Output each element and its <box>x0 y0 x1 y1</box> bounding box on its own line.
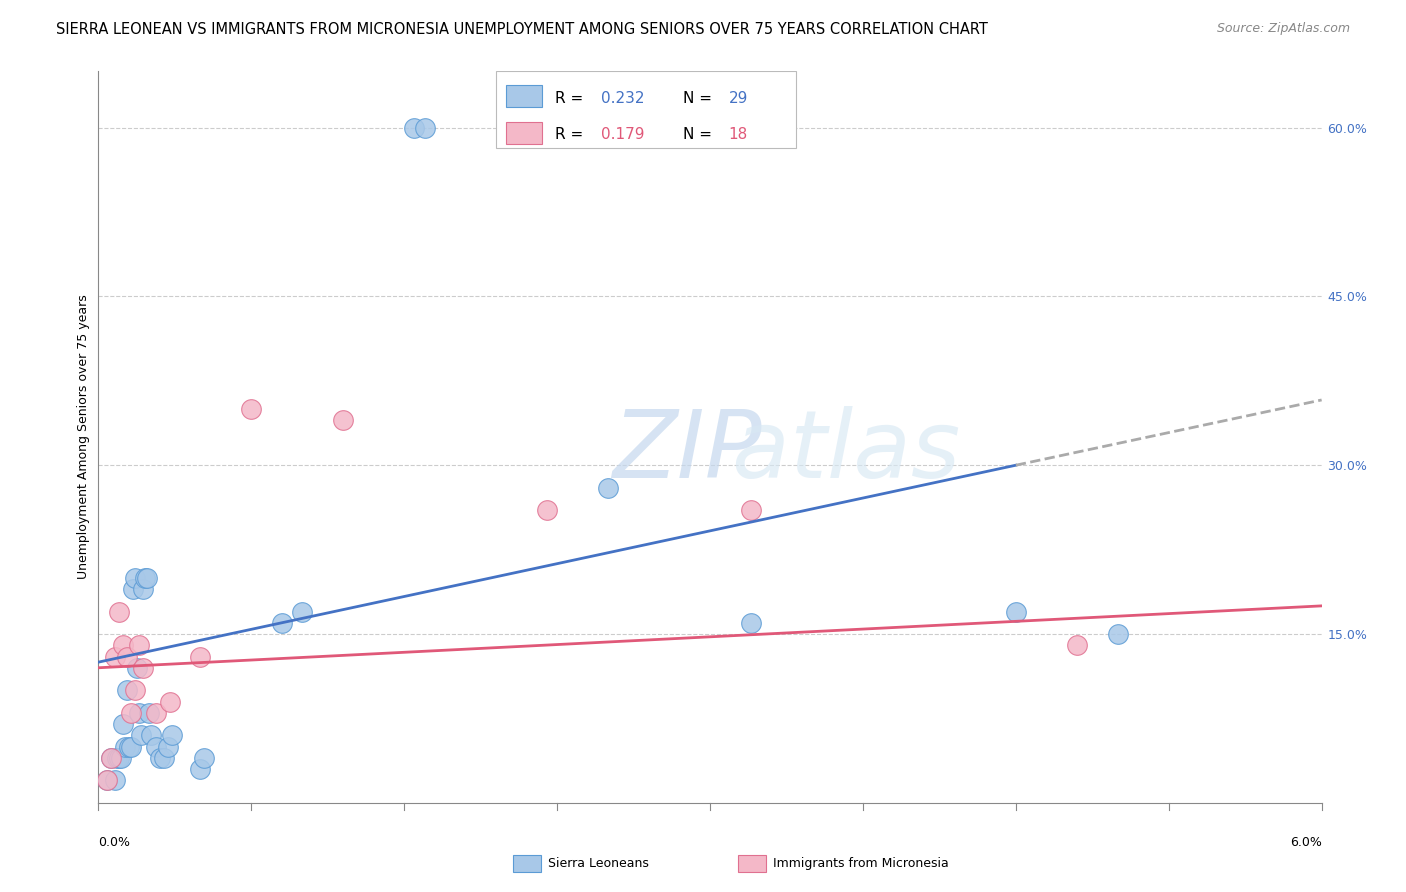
Point <box>160 728 183 742</box>
Point <box>536 503 558 517</box>
FancyBboxPatch shape <box>506 86 543 107</box>
Text: 0.0%: 0.0% <box>98 837 131 849</box>
Point <box>122 582 145 596</box>
Point <box>104 773 127 788</box>
Text: atlas: atlas <box>612 406 960 497</box>
Point <box>96 773 118 788</box>
Text: R =: R = <box>555 128 588 143</box>
Point <box>138 706 160 720</box>
Text: 0.232: 0.232 <box>602 91 645 106</box>
Point <box>115 649 138 664</box>
Point <box>270 615 292 630</box>
Point <box>96 773 118 788</box>
Point <box>111 638 134 652</box>
Point <box>129 728 152 742</box>
Point <box>145 706 167 720</box>
Text: ZIP: ZIP <box>612 406 762 497</box>
Point <box>413 120 436 135</box>
Text: N =: N = <box>683 128 717 143</box>
Point <box>188 762 212 776</box>
Point <box>141 728 163 742</box>
Text: Sierra Leoneans: Sierra Leoneans <box>548 857 650 870</box>
Point <box>1066 638 1088 652</box>
Point <box>136 571 159 585</box>
Point <box>100 751 122 765</box>
Point <box>104 649 127 664</box>
Point <box>596 481 619 495</box>
Point <box>105 751 128 765</box>
Text: N =: N = <box>683 91 717 106</box>
Point <box>193 751 215 765</box>
Point <box>100 751 122 765</box>
Point <box>118 739 141 754</box>
Point <box>132 661 155 675</box>
Text: 18: 18 <box>728 128 748 143</box>
Text: SIERRA LEONEAN VS IMMIGRANTS FROM MICRONESIA UNEMPLOYMENT AMONG SENIORS OVER 75 : SIERRA LEONEAN VS IMMIGRANTS FROM MICRON… <box>56 22 988 37</box>
Point <box>115 683 138 698</box>
Text: 6.0%: 6.0% <box>1289 837 1322 849</box>
Point <box>134 571 156 585</box>
Text: Immigrants from Micronesia: Immigrants from Micronesia <box>773 857 949 870</box>
FancyBboxPatch shape <box>496 71 796 148</box>
Point <box>120 706 142 720</box>
Point <box>740 503 762 517</box>
Text: R =: R = <box>555 91 588 106</box>
Point <box>108 751 131 765</box>
Point <box>332 413 354 427</box>
Point <box>404 120 426 135</box>
Point <box>124 683 146 698</box>
Point <box>128 638 150 652</box>
FancyBboxPatch shape <box>506 122 543 144</box>
Point <box>128 706 150 720</box>
Point <box>159 694 181 708</box>
Text: 29: 29 <box>728 91 748 106</box>
Point <box>1004 605 1026 619</box>
Y-axis label: Unemployment Among Seniors over 75 years: Unemployment Among Seniors over 75 years <box>77 294 90 580</box>
Point <box>188 649 212 664</box>
Point <box>1107 627 1129 641</box>
Point <box>111 717 134 731</box>
Point <box>110 751 132 765</box>
Point <box>127 661 149 675</box>
Point <box>120 739 142 754</box>
Point <box>124 571 146 585</box>
Point <box>156 739 179 754</box>
Point <box>145 739 167 754</box>
Text: 0.179: 0.179 <box>602 128 645 143</box>
Point <box>132 582 155 596</box>
Point <box>152 751 174 765</box>
Text: Source: ZipAtlas.com: Source: ZipAtlas.com <box>1216 22 1350 36</box>
Point <box>114 739 136 754</box>
Point <box>108 605 131 619</box>
Point <box>291 605 314 619</box>
Point <box>149 751 172 765</box>
Point <box>240 401 263 416</box>
Point <box>740 615 762 630</box>
